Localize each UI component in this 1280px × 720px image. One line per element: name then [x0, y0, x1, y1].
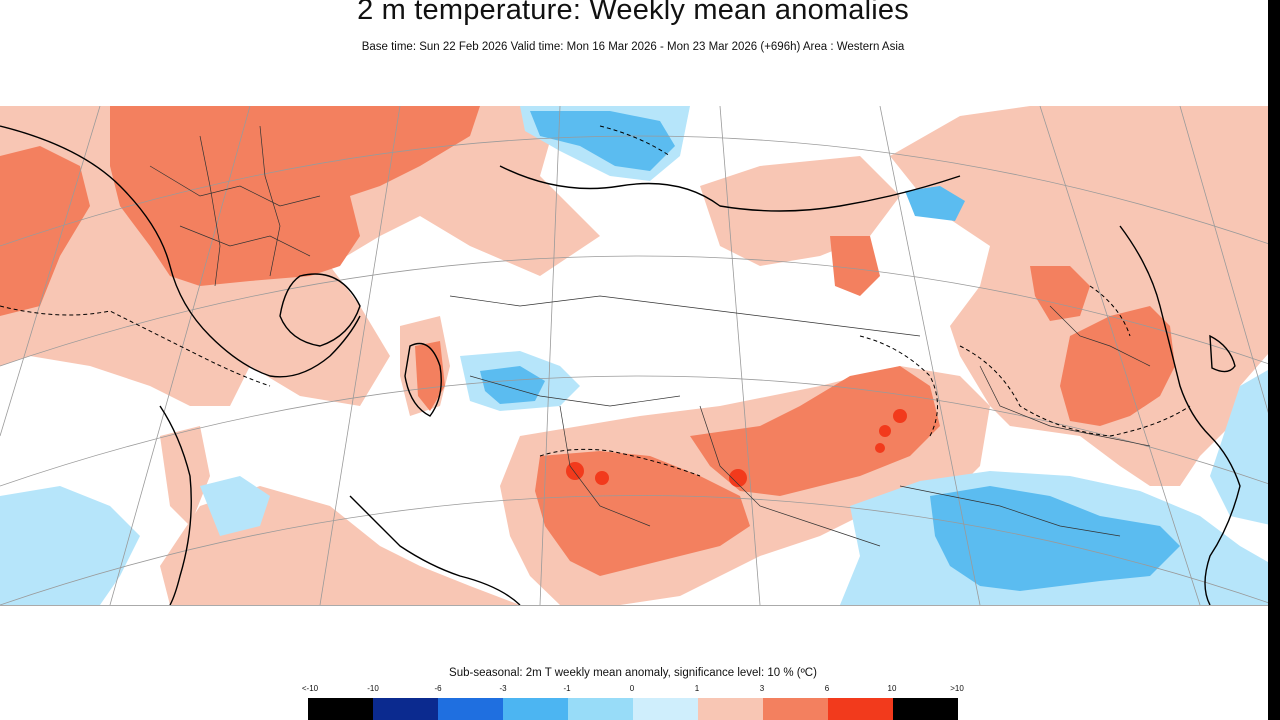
legend-color-bar [308, 698, 958, 720]
screen-edge [1268, 0, 1280, 720]
coastlines [0, 125, 1241, 605]
legend-color-cell [763, 698, 828, 720]
legend-tick-label: 1 [694, 684, 700, 693]
legend-color-cell [633, 698, 698, 720]
anomaly-map [0, 106, 1276, 606]
significance-contours [0, 125, 1191, 477]
warm-mid-siberia-blob [830, 236, 880, 296]
legend-color-cell [373, 698, 438, 720]
cool-light-africa [0, 486, 140, 605]
cool-mid-aral [480, 366, 545, 404]
legend-color-cell [568, 698, 633, 720]
legend-color-cell [308, 698, 373, 720]
legend-tick-label: -10 [367, 684, 379, 693]
cool-mid-siberia [905, 186, 965, 221]
cool-light-east-edge [1210, 366, 1275, 526]
legend-color-cell [698, 698, 763, 720]
warm-mid-eastern-europe [110, 106, 480, 286]
legend-title: Sub-seasonal: 2m T weekly mean anomaly, … [449, 667, 817, 679]
legend-tick-label: <-10 [301, 684, 319, 693]
warm-mid-areas [0, 106, 1175, 576]
legend-color-cell [503, 698, 568, 720]
page-title: 2 m temperature: Weekly mean anomalies [357, 0, 909, 26]
legend-tick-label: -6 [434, 684, 442, 693]
cool-mid-areas [480, 111, 1180, 591]
warm-mid-iran-afghanistan [535, 451, 750, 576]
page-subtitle: Base time: Sun 22 Feb 2026 Valid time: M… [361, 41, 905, 53]
legend-tick-label: 3 [759, 684, 765, 693]
legend-color-cell [438, 698, 503, 720]
cool-mid-arctic [530, 111, 675, 171]
cool-mid-tibet [930, 486, 1180, 591]
warm-mid-central-asia [690, 366, 940, 496]
country-borders [149, 125, 1151, 547]
legend-tick-labels: <-10 -10 -6 -3 -1 0 1 3 6 10 >10 [0, 684, 1280, 696]
graticule [0, 106, 1275, 605]
warm-light-red-sea [160, 426, 210, 526]
legend-tick-label: -1 [563, 684, 571, 693]
legend-tick-label: -3 [499, 684, 507, 693]
legend-color-cell [828, 698, 893, 720]
legend-color-cell [893, 698, 958, 720]
legend-tick-label: 0 [629, 684, 635, 693]
legend-tick-label: 6 [824, 684, 830, 693]
cool-light-sahara [200, 476, 270, 536]
warm-mid-china [1060, 306, 1175, 426]
legend-tick-label: >10 [950, 684, 964, 693]
legend-tick-label: 10 [887, 684, 897, 693]
